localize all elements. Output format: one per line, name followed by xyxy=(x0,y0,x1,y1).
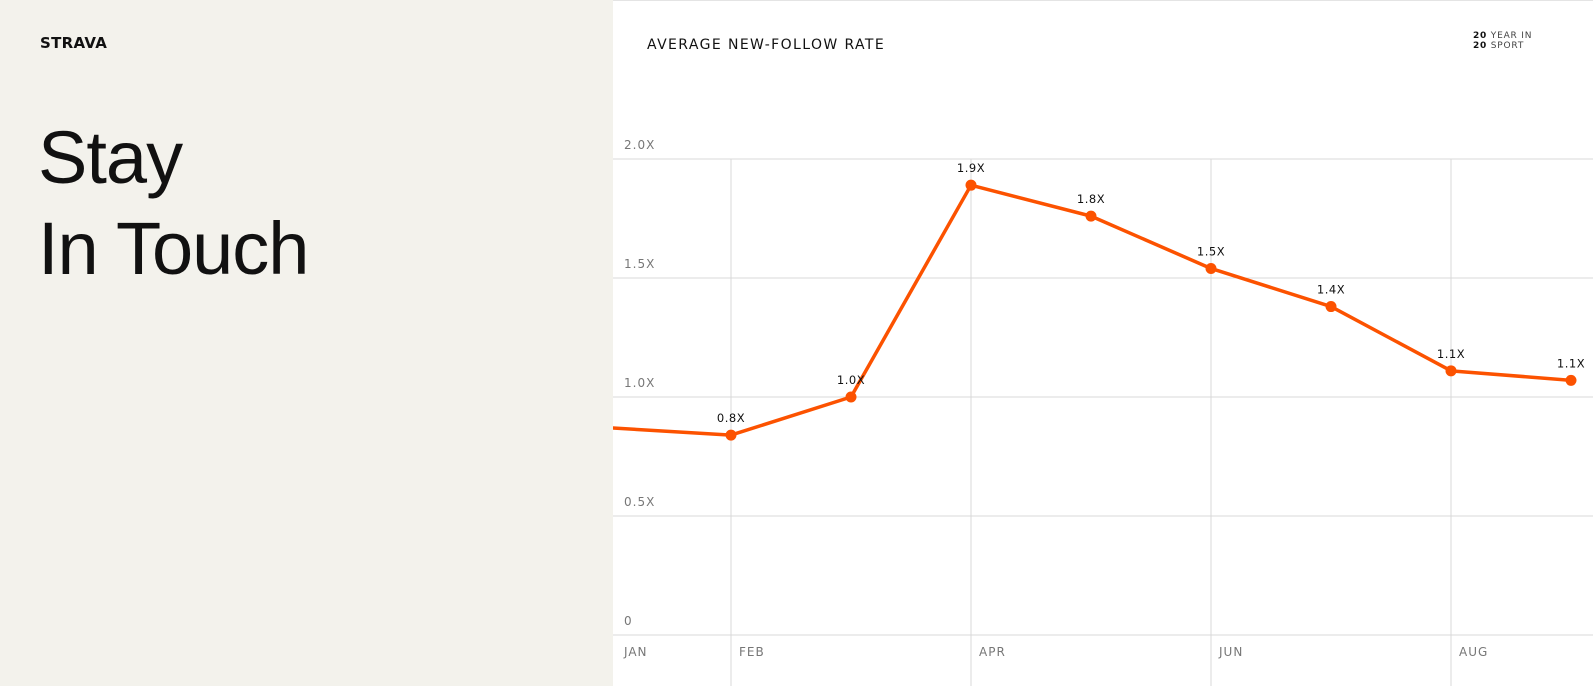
data-label: 1.4X xyxy=(1317,283,1345,297)
x-tick-label: JUN xyxy=(1218,645,1243,659)
data-label: 1.5X xyxy=(1197,244,1225,258)
badge-num-2: 20 xyxy=(1473,41,1488,51)
data-label: 0.8X xyxy=(717,411,745,425)
y-tick-label: 0 xyxy=(624,614,633,628)
x-tick-label: AUG xyxy=(1459,645,1488,659)
data-point xyxy=(1325,301,1337,313)
data-point xyxy=(1085,210,1097,222)
badge-text-2: SPORT xyxy=(1490,41,1525,51)
strava-logo[interactable]: STRAVA xyxy=(40,34,108,52)
line-chart: 0 0.5X 1.0X 1.5X 2.0X JAN FEB APR JUN AUG 0.8X 1.0X… xyxy=(613,138,1593,686)
intro-panel: STRAVA Stay In Touch xyxy=(0,0,613,686)
y-tick-label: 2.0X xyxy=(624,138,655,152)
data-point xyxy=(1565,374,1577,386)
x-tick-label: APR xyxy=(979,645,1006,659)
year-in-sport-badge: 20 YEAR IN 20 SPORT xyxy=(1473,31,1532,51)
data-point xyxy=(725,429,737,441)
x-tick-label: JAN xyxy=(623,645,648,659)
y-tick-label: 1.0X xyxy=(624,376,655,390)
data-label: 1.1X xyxy=(1437,347,1465,361)
y-tick-label: 0.5X xyxy=(624,495,655,509)
data-point xyxy=(1205,262,1217,274)
data-label: 1.9X xyxy=(957,161,985,175)
badge-num-1: 20 xyxy=(1473,31,1488,41)
chart-panel: AVERAGE NEW-FOLLOW RATE 20 YEAR IN 20 SP… xyxy=(613,0,1593,686)
data-label: 1.8X xyxy=(1077,192,1105,206)
data-label: 1.1X xyxy=(1557,356,1585,370)
data-point xyxy=(1445,365,1457,377)
chart-title: AVERAGE NEW-FOLLOW RATE xyxy=(647,37,886,53)
x-tick-label: FEB xyxy=(739,645,765,659)
y-tick-label: 1.5X xyxy=(624,257,655,271)
data-label: 1.0X xyxy=(837,373,865,387)
data-point xyxy=(845,391,857,403)
badge-text-1: YEAR IN xyxy=(1490,31,1533,41)
headline: Stay In Touch xyxy=(38,112,309,294)
data-point xyxy=(965,179,977,191)
headline-line-1: Stay xyxy=(38,116,183,199)
headline-line-2: In Touch xyxy=(38,207,309,290)
series-line xyxy=(613,183,1572,437)
